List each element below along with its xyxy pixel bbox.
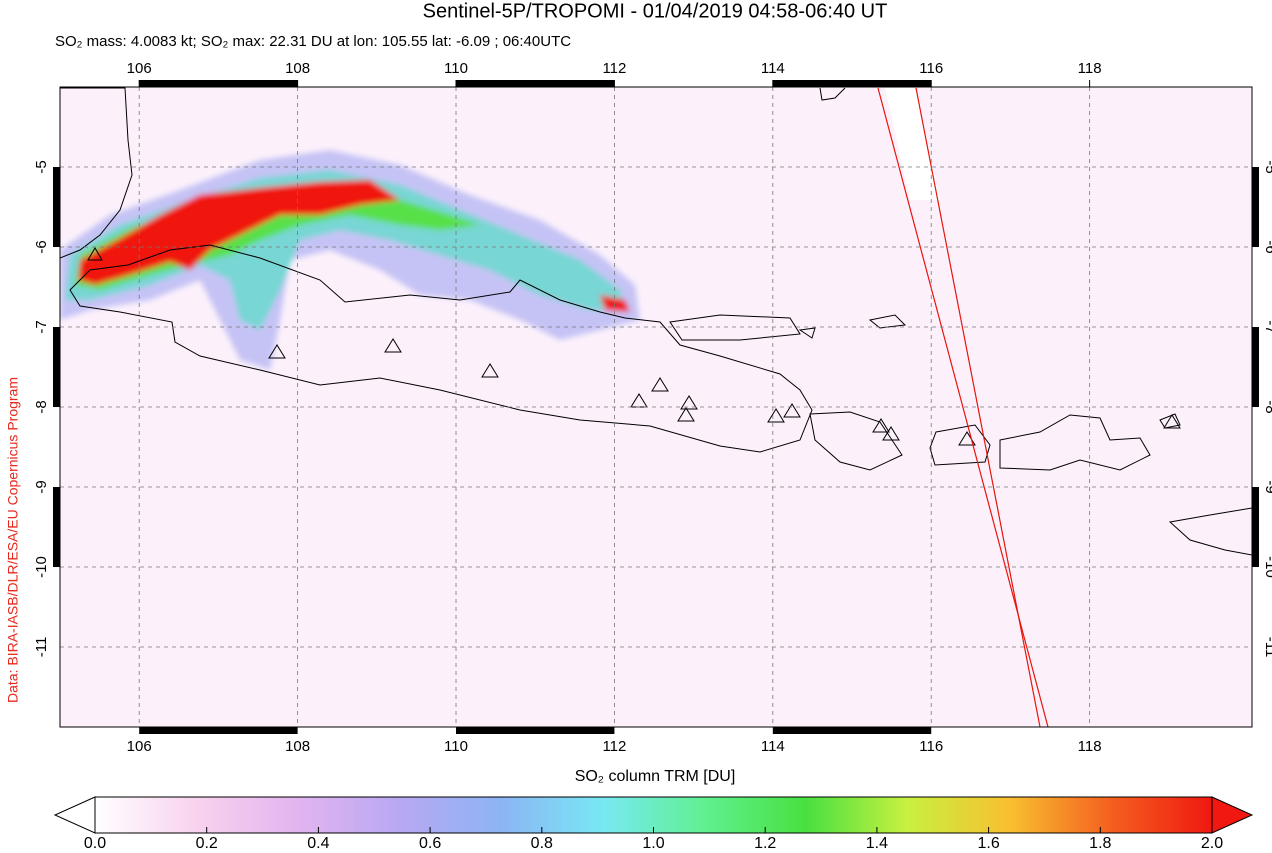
subtitle: SO₂ mass: 4.0083 kt; SO₂ max: 22.31 DU a… [55,33,571,50]
colorbar-tick-label: 0.0 [84,835,106,852]
y-tick-label-right: -7 [1262,320,1272,333]
y-tick-label-left: -6 [33,240,50,253]
colorbar-tick-label: 0.4 [307,835,329,852]
x-tick-label-top: 114 [761,60,785,77]
no-data-strip [885,88,940,200]
flores-coast [1168,507,1252,556]
colorbar-tick-label: 1.0 [642,835,664,852]
colorbar-tick-label: 1.2 [754,835,776,852]
y-tick-label-right: -6 [1262,240,1272,253]
x-frame-bar [139,80,298,87]
x-frame-bar [772,727,932,734]
y-tick-label-left: -11 [33,637,50,658]
x-tick-label-bottom: 118 [1078,738,1102,755]
map-frame [59,86,1253,728]
y-tick-label-left: -7 [33,320,50,333]
y-tick-label-right: -10 [1262,556,1272,578]
x-tick-label-bottom: 110 [444,738,468,755]
colorbar-tick-label: 1.6 [977,835,999,852]
x-tick-label-bottom: 116 [919,738,943,755]
borneo-coast [819,87,846,101]
java-coast [69,244,813,453]
lombok-coast [929,424,991,466]
colorbar-tick-label: 1.4 [866,835,888,852]
islands-coast [798,314,1181,429]
y-tick-label-left: -10 [33,556,50,578]
y-frame-bar [53,327,60,407]
sumatra-coast [60,87,133,259]
colorbar-tick-label: 1.8 [1089,835,1111,852]
title: Sentinel-5P/TROPOMI - 01/04/2019 04:58-0… [423,0,888,22]
x-tick-label-top: 112 [602,60,626,77]
x-frame-bar [139,727,298,734]
sumbawa-coast [999,414,1151,471]
x-frame-bar [772,80,932,87]
y-tick-label-right: -9 [1262,480,1272,493]
y-frame-bar [1252,167,1259,247]
y-tick-label-left: -8 [33,400,50,413]
y-frame-bar [53,487,60,567]
colorbar-under [53,796,96,834]
y-tick-label-left: -5 [33,160,50,173]
y-tick-label-right: -8 [1262,400,1272,413]
colorbar-tick-label: 2.0 [1201,835,1223,852]
so2-plume [60,150,640,370]
y-frame-bar [53,167,60,247]
x-frame-bar [456,727,615,734]
y-tick-label-right: -5 [1262,160,1272,173]
x-tick-label-top: 110 [444,60,468,77]
x-tick-label-top: 116 [919,60,943,77]
y-tick-label-left: -9 [33,480,50,493]
x-tick-label-bottom: 108 [285,738,310,755]
x-tick-label-top: 108 [285,60,310,77]
colorbar-ticks: 0.0 0.2 0.4 0.6 0.8 1.0 1.2 1.4 1.6 1.8 2.0 [84,827,1223,852]
madura-coast [669,314,801,341]
swath-edges [877,87,1049,727]
bali-coast [809,411,903,471]
colorbar-over [1211,796,1254,834]
x-tick-label-bottom: 106 [127,738,152,755]
y-frame-bar [1252,487,1259,567]
x-frame-bar [456,80,615,87]
x-tick-label-bottom: 114 [761,738,785,755]
x-tick-label-top: 106 [127,60,152,77]
colorbar-tick-label: 0.2 [196,835,218,852]
colorbar-tick-label: 0.8 [531,835,553,852]
colorbar-label: SO₂ column TRM [DU] [575,768,736,785]
axes: 106 106 108 108 110 110 112 112 114 114 116 116 118 1… [33,60,1272,755]
colorbar-tick-label: 0.6 [419,835,441,852]
x-tick-label-bottom: 112 [602,738,626,755]
x-tick-label-top: 118 [1078,60,1102,77]
credit: Data: BIRA-IASB/DLR/ESA/EU Copernicus Pr… [5,377,21,703]
y-frame-bar [1252,327,1259,407]
y-tick-label-right: -11 [1262,637,1272,658]
